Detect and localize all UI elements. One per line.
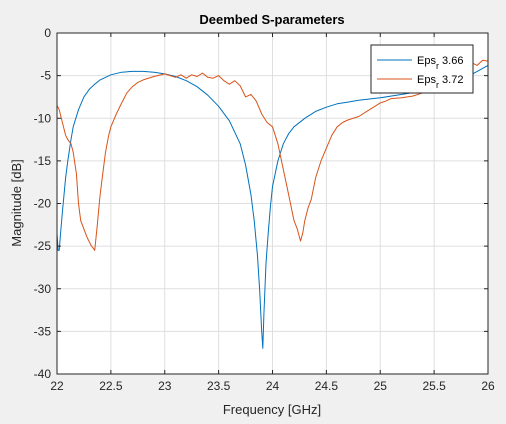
x-axis-label: Frequency [GHz] (223, 402, 321, 417)
x-tick-label: 22.5 (99, 379, 123, 393)
y-tick-label: 0 (44, 26, 51, 40)
series-layer (57, 59, 488, 349)
y-tick-label: -10 (34, 111, 52, 125)
x-tick-label: 24.5 (315, 379, 339, 393)
legend-box (370, 44, 474, 94)
x-tick-label: 23 (158, 379, 172, 393)
y-tick-label: -25 (34, 239, 52, 253)
y-tick-label: -15 (34, 154, 52, 168)
series-line-0 (57, 64, 488, 349)
x-tick-label: 23.5 (207, 379, 231, 393)
tick-labels: 22 22.5 23 23.5 24 24.5 25 25.5 26 0 -5 -10 -15 -20 -2… (34, 26, 495, 393)
y-tick-label: -40 (34, 367, 52, 381)
y-tick-label: -20 (34, 197, 52, 211)
series-line-1 (57, 59, 488, 251)
x-tick-label: 26 (481, 379, 495, 393)
x-tick-label: 25.5 (422, 379, 446, 393)
x-tick-label: 25 (374, 379, 388, 393)
y-tick-label: -30 (34, 282, 52, 296)
y-tick-label: -35 (34, 324, 52, 338)
chart-title: Deembed S-parameters (199, 12, 344, 27)
grid (56, 32, 489, 375)
legend-entry-eps-3-66: Epsr 3.66 (417, 55, 463, 71)
y-tick-label: -5 (40, 69, 51, 83)
x-tick-label: 24 (266, 379, 280, 393)
y-axis-label: Magnitude [dB] (9, 159, 24, 246)
x-tick-label: 22 (50, 379, 64, 393)
ticks (56, 32, 489, 375)
legend: Epsr 3.66 Epsr 3.72 (370, 44, 474, 94)
legend-entry-eps-3-72: Epsr 3.72 (417, 74, 463, 90)
